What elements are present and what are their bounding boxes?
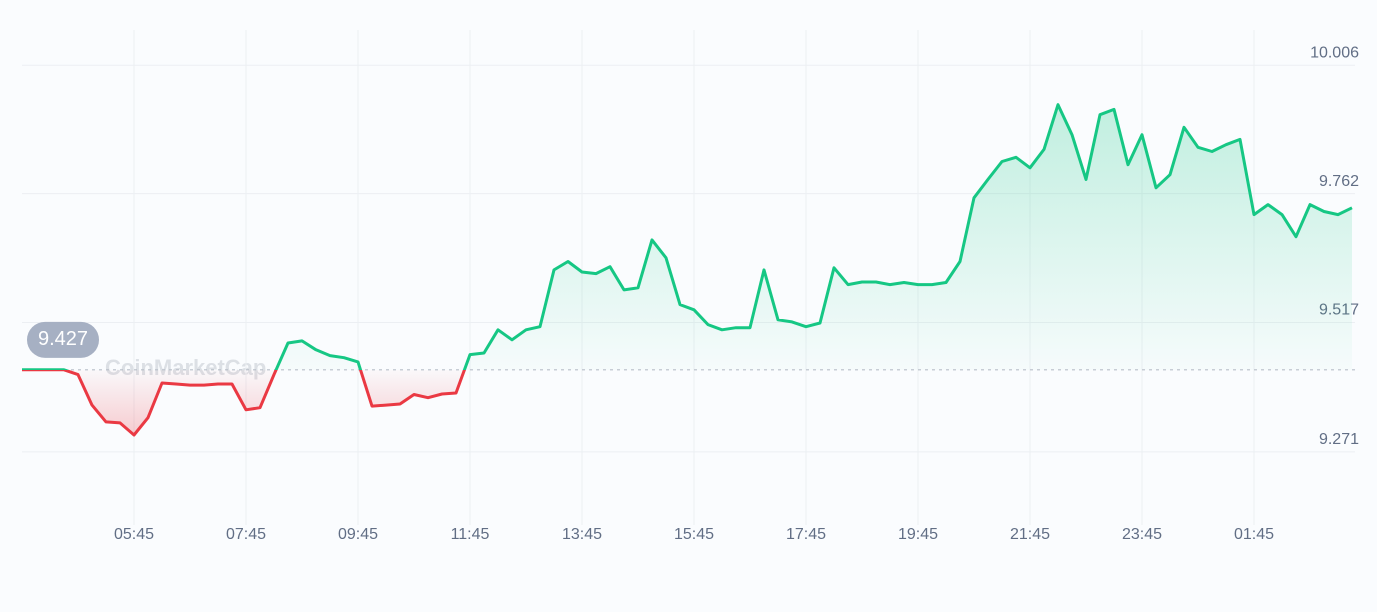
- x-tick-label: 11:45: [451, 526, 490, 543]
- x-tick-label: 13:45: [562, 526, 602, 543]
- x-tick-label: 15:45: [674, 526, 714, 543]
- x-tick-label: 23:45: [1122, 526, 1162, 543]
- x-tick-label: 07:45: [226, 526, 266, 543]
- y-tick-label: 10.006: [1310, 44, 1359, 61]
- x-tick-label: 09:45: [338, 526, 378, 543]
- price-line: [22, 103, 1353, 437]
- reference-badge: [27, 321, 99, 358]
- x-tick-label: 01:45: [1234, 526, 1274, 543]
- y-tick-label: 9.271: [1319, 431, 1359, 448]
- x-tick-label: 17:45: [786, 526, 826, 543]
- x-tick-label: 21:45: [1010, 526, 1050, 543]
- reference-label: 9.427: [38, 328, 88, 350]
- x-tick-label: 05:45: [114, 526, 154, 543]
- x-tick-label: 19:45: [898, 526, 938, 543]
- area: [22, 104, 1352, 435]
- y-tick-label: 9.762: [1319, 173, 1359, 190]
